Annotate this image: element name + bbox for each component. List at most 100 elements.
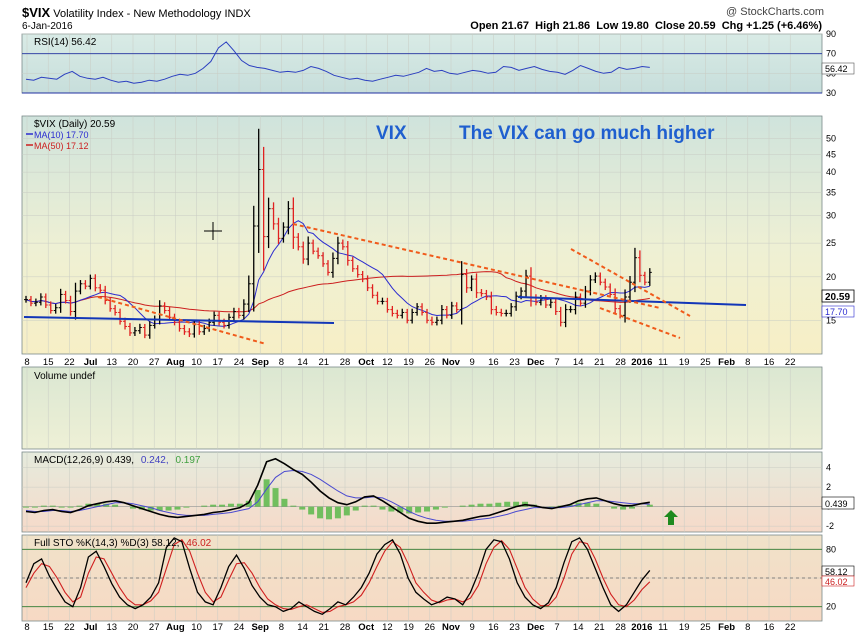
rsi-last-flag	[821, 62, 855, 75]
x-tick-label: 8	[279, 622, 284, 633]
price-legend-ma10: MA(10) 17.70	[34, 130, 89, 140]
instrument-name: Volatility Index - New Methodology	[53, 8, 222, 20]
high-label: High	[535, 20, 560, 32]
crosshair-cursor-icon	[204, 222, 222, 240]
green-up-arrow-icon	[664, 510, 678, 525]
rsi-y-tick-label: 90	[826, 29, 836, 39]
x-tick-label: 17	[213, 357, 224, 368]
chart-date: 6-Jan-2016	[22, 21, 73, 32]
macd-histogram-bar	[201, 505, 208, 507]
macd-legend-signal: 0.242,	[141, 455, 169, 466]
x-tick-label: 21	[594, 622, 605, 633]
macd-y-tick-label: 2	[826, 482, 831, 492]
macd-histogram-bar	[183, 506, 190, 508]
close-value: 20.59	[688, 20, 716, 32]
open-value: 21.67	[501, 20, 529, 32]
x-tick-label: 21	[319, 622, 330, 633]
price-y-tick-label: 15	[826, 315, 836, 325]
x-tick-label: 26	[425, 357, 436, 368]
x-tick-label: Aug	[166, 622, 185, 633]
macd-histogram-bar	[495, 502, 502, 507]
x-tick-label: 14	[573, 357, 584, 368]
change-value: +1.25 (+6.46%)	[746, 20, 822, 32]
high-value: 21.86	[562, 20, 591, 32]
x-tick-label: 22	[785, 622, 796, 633]
ohlc-summary: Open 21.67 High 21.86 Low 19.80 Close 20…	[470, 20, 822, 32]
volume-legend: Volume undef	[34, 371, 95, 382]
macd-histogram-bar	[343, 506, 350, 516]
price-y-tick-label: 20	[826, 272, 836, 282]
macd-histogram-bar	[94, 503, 101, 507]
exchange-code: INDX	[224, 8, 251, 20]
macd-histogram-bar	[49, 505, 56, 507]
x-tick-label: Sep	[251, 622, 269, 633]
macd-histogram-bar	[23, 506, 29, 508]
x-tick-label: 12	[382, 622, 393, 633]
price-y-tick-label: 25	[826, 238, 836, 248]
x-tick-label: 19	[403, 622, 414, 633]
annotation-vix: VIX	[376, 123, 407, 144]
ma50-line	[25, 271, 650, 313]
price-last-flag	[821, 289, 855, 303]
sto-d-value: 46.02	[825, 577, 848, 587]
macd-histogram-bar	[459, 505, 466, 507]
macd-histogram-bar	[308, 506, 315, 515]
macd-histogram-bar	[174, 506, 181, 510]
price-y-tick-label: 45	[826, 149, 836, 159]
x-tick-label: Oct	[358, 357, 375, 368]
macd-histogram-bar	[112, 504, 119, 507]
sto-legend: Full STO %K(14,3) %D(3) 58.12, 46.02	[34, 538, 212, 549]
x-tick-label: 22	[64, 622, 75, 633]
resistance-trendline-winter	[517, 296, 747, 306]
x-tick-label: Nov	[442, 357, 461, 368]
x-tick-label: 8	[745, 622, 750, 633]
macd-histogram-bar	[40, 505, 47, 507]
sto-k-value: 58.12	[825, 567, 848, 577]
macd-last-flag	[821, 496, 855, 510]
change-label: Chg	[721, 20, 744, 32]
price-y-tick-label: 35	[826, 187, 836, 197]
x-tick-label: 8	[279, 357, 284, 368]
x-tick-label: 21	[594, 357, 605, 368]
macd-histogram-bar	[299, 506, 306, 510]
price-last-value: 20.59	[825, 292, 850, 303]
macd-histogram-bar	[31, 506, 38, 508]
x-tick-label: 9	[470, 622, 475, 633]
macd-histogram-bar	[281, 498, 288, 507]
x-tick-label: 11	[658, 357, 668, 368]
x-tick-label: Dec	[527, 622, 544, 633]
x-tick-label: 24	[234, 357, 245, 368]
close-label: Close	[655, 20, 685, 32]
price-y-tick-label: 30	[826, 211, 836, 221]
x-tick-label: 28	[340, 357, 351, 368]
x-tick-label: 19	[679, 357, 690, 368]
rsi-legend: RSI(14) 56.42	[34, 37, 97, 48]
macd-histogram-bar	[406, 506, 413, 514]
x-tick-label: 7	[554, 357, 559, 368]
macd-histogram-bar	[210, 504, 217, 507]
x-tick-label: 16	[488, 357, 499, 368]
ticker-symbol: $VIX	[22, 5, 51, 20]
x-tick-label: 21	[319, 357, 330, 368]
macd-last-value: 0.439	[825, 499, 848, 509]
x-tick-label: Sep	[251, 357, 269, 368]
macd-histogram-bar	[334, 506, 341, 519]
macd-histogram-bar	[584, 502, 591, 507]
trendlines	[23, 223, 747, 345]
macd-histogram-bar	[477, 503, 484, 507]
macd-histogram-bar	[254, 490, 261, 507]
sto-d-flag	[821, 575, 855, 587]
macd-histogram-bar	[646, 504, 653, 507]
macd-histogram-bar	[290, 505, 297, 507]
axis-labels: 8815152222JulJul131320202727AugAug101017…	[24, 29, 836, 633]
price-legend-ma50: MA(50) 17.12	[34, 141, 89, 151]
sto-y-tick-label: 80	[826, 544, 836, 554]
x-tick-label: 24	[234, 622, 245, 633]
price-series	[24, 128, 652, 339]
macd-histogram-bar	[611, 506, 618, 509]
macd-histogram-bar	[566, 504, 573, 507]
x-tick-label: 23	[509, 622, 520, 633]
rsi-line	[25, 41, 650, 84]
macd-y-tick-label: 4	[826, 463, 831, 473]
